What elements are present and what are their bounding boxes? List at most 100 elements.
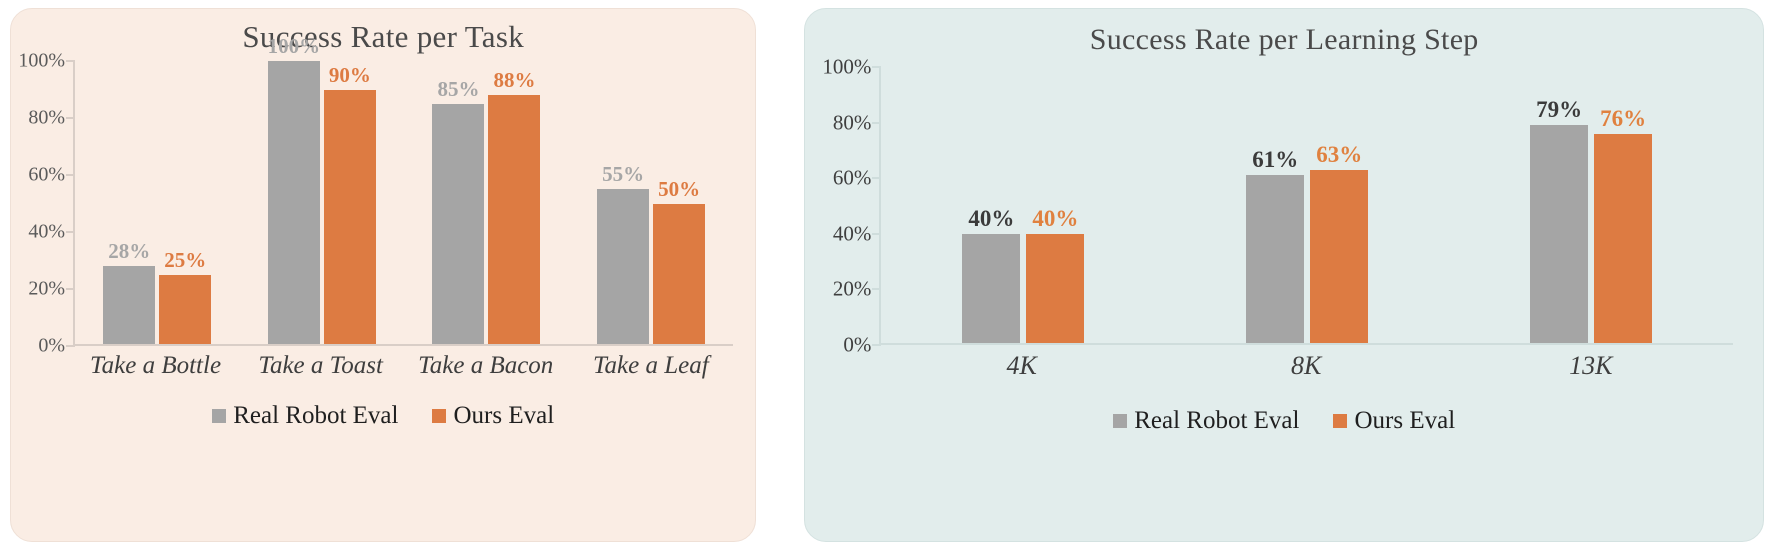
bar[interactable] [1026,233,1085,345]
y-axis-tick-mark [66,60,75,62]
bar-column-ours-eval[interactable]: 40% [1026,67,1085,345]
bar-column-real-robot-eval[interactable]: 85% [432,61,485,346]
bar[interactable] [1246,175,1305,345]
y-axis-left: 100% 80% 60% 40% 20% 0% [11,50,73,357]
bar-group: 40% 40% [881,67,1165,345]
bar[interactable] [323,89,376,346]
bar-column-real-robot-eval[interactable]: 79% [1530,67,1589,345]
legend-label: Real Robot Eval [1134,407,1300,434]
chart-panel-success-rate-per-task: Success Rate per Task 100% 80% 60% 40% 20% 0%… [10,8,757,542]
y-axis-tick-label: 20% [832,276,872,301]
x-axis-category-label: 13K [1569,351,1613,380]
bar-value-label: 40% [968,205,1015,231]
bar-group: 85% 88% [404,61,569,346]
x-axis-category-label: 4K [1006,351,1037,380]
bar-column-real-robot-eval[interactable]: 55% [597,61,650,346]
bar-column-ours-eval[interactable]: 63% [1310,67,1369,345]
bar-value-label: 85% [437,76,480,101]
bar-column-ours-eval[interactable]: 25% [159,61,212,346]
x-axis-right: 4K 8K 13K [805,351,1763,381]
bar-column-ours-eval[interactable]: 90% [323,61,376,346]
y-axis-tick-mark [66,117,75,119]
y-axis-tick-mark [66,345,75,347]
bar-column-real-robot-eval[interactable]: 28% [103,61,156,346]
y-axis-tick-label: 0% [843,332,872,357]
legend-swatch-icon [1113,414,1128,428]
y-axis-tick-label: 100% [822,54,872,79]
bar[interactable] [962,233,1021,345]
bar-group: 79% 76% [1449,67,1733,345]
chart-title-right: Success Rate per Learning Step [1089,23,1479,56]
x-axis-left: Take a Bottle Take a Toast Take a Bacon Tak… [11,352,755,380]
bar-group: 100% 90% [240,36,405,346]
bar-value-label: 76% [1600,105,1647,131]
y-axis-tick-label: 60% [28,163,65,186]
legend-left: Real Robot Eval Ours Eval [11,402,755,430]
bar-value-label: 90% [328,62,371,87]
plot-area-left: 28% 25% 100% 90% 85% 88% 55% 50% [66,36,734,347]
y-axis-tick-label: 40% [832,221,872,246]
plot-area-right: 40% 40% 61% 63% 79% 76% [872,66,1733,346]
bar-value-label: 61% [1252,147,1299,173]
bar-group: 55% 50% [569,61,734,346]
bar-column-real-robot-eval[interactable]: 40% [962,67,1021,345]
bar[interactable] [1310,169,1369,345]
y-axis-tick-label: 0% [38,334,65,357]
y-axis-tick-label: 40% [28,220,65,243]
bar[interactable] [103,266,156,346]
bar-column-real-robot-eval[interactable]: 61% [1246,67,1305,345]
legend-right: Real Robot Eval Ours Eval [805,407,1763,435]
legend-item[interactable]: Real Robot Eval [212,402,398,430]
legend-label: Real Robot Eval [233,402,399,429]
bar[interactable] [488,95,541,346]
bar[interactable] [267,61,320,346]
bar-value-label: 28% [108,239,151,264]
x-axis-category-label: Take a Bottle [90,352,222,379]
y-axis-tick-mark [66,174,75,176]
y-axis-tick-label: 60% [832,165,872,190]
bar-group: 61% 63% [1165,67,1449,345]
bar-column-ours-eval[interactable]: 76% [1594,67,1653,345]
chart-title-left: Success Rate per Task [242,19,524,54]
legend-item[interactable]: Ours Eval [432,402,554,430]
y-axis-tick-mark [872,121,882,124]
x-axis-category-label: Take a Bacon [418,352,554,379]
bar[interactable] [1594,133,1653,345]
bar-value-label: 25% [164,247,207,272]
y-axis-right: 100% 80% 60% 40% 20% 0% [805,55,879,357]
y-axis-tick-mark [872,344,882,346]
y-axis-tick-mark [872,232,882,235]
bar-value-label: 88% [493,68,536,93]
bar[interactable] [597,189,650,346]
y-axis-tick-mark [66,231,75,233]
legend-swatch-icon [1333,414,1348,428]
y-axis-tick-mark [872,66,882,68]
x-axis-baseline-right [881,343,1733,345]
legend-swatch-icon [432,409,447,423]
bar[interactable] [653,203,706,346]
bar-value-label: 63% [1316,141,1363,167]
bar-value-label: 55% [602,162,645,187]
legend-label: Ours Eval [453,402,555,429]
y-axis-tick-mark [872,288,882,291]
bar[interactable] [432,103,485,346]
bar-value-label: 50% [658,176,701,201]
y-axis-tick-label: 20% [28,277,65,300]
bar-value-label: 100% [267,34,321,58]
bar[interactable] [1530,125,1589,345]
chart-panel-success-rate-per-learning-step: Success Rate per Learning Step 100% 80% 60… [804,8,1764,542]
y-axis-tick-mark [66,288,75,290]
legend-label: Ours Eval [1354,407,1456,434]
bar-column-ours-eval[interactable]: 88% [488,61,541,346]
x-axis-category-label: 8K [1291,351,1322,380]
legend-item[interactable]: Real Robot Eval [1113,407,1299,435]
bar-column-real-robot-eval[interactable]: 100% [267,36,320,346]
legend-item[interactable]: Ours Eval [1333,407,1455,435]
y-axis-tick-label: 80% [832,110,872,135]
bar-column-ours-eval[interactable]: 50% [653,61,706,346]
legend-swatch-icon [212,409,227,423]
bar[interactable] [159,274,212,346]
x-axis-category-label: Take a Leaf [592,352,709,379]
y-axis-tick-label: 80% [28,106,65,129]
